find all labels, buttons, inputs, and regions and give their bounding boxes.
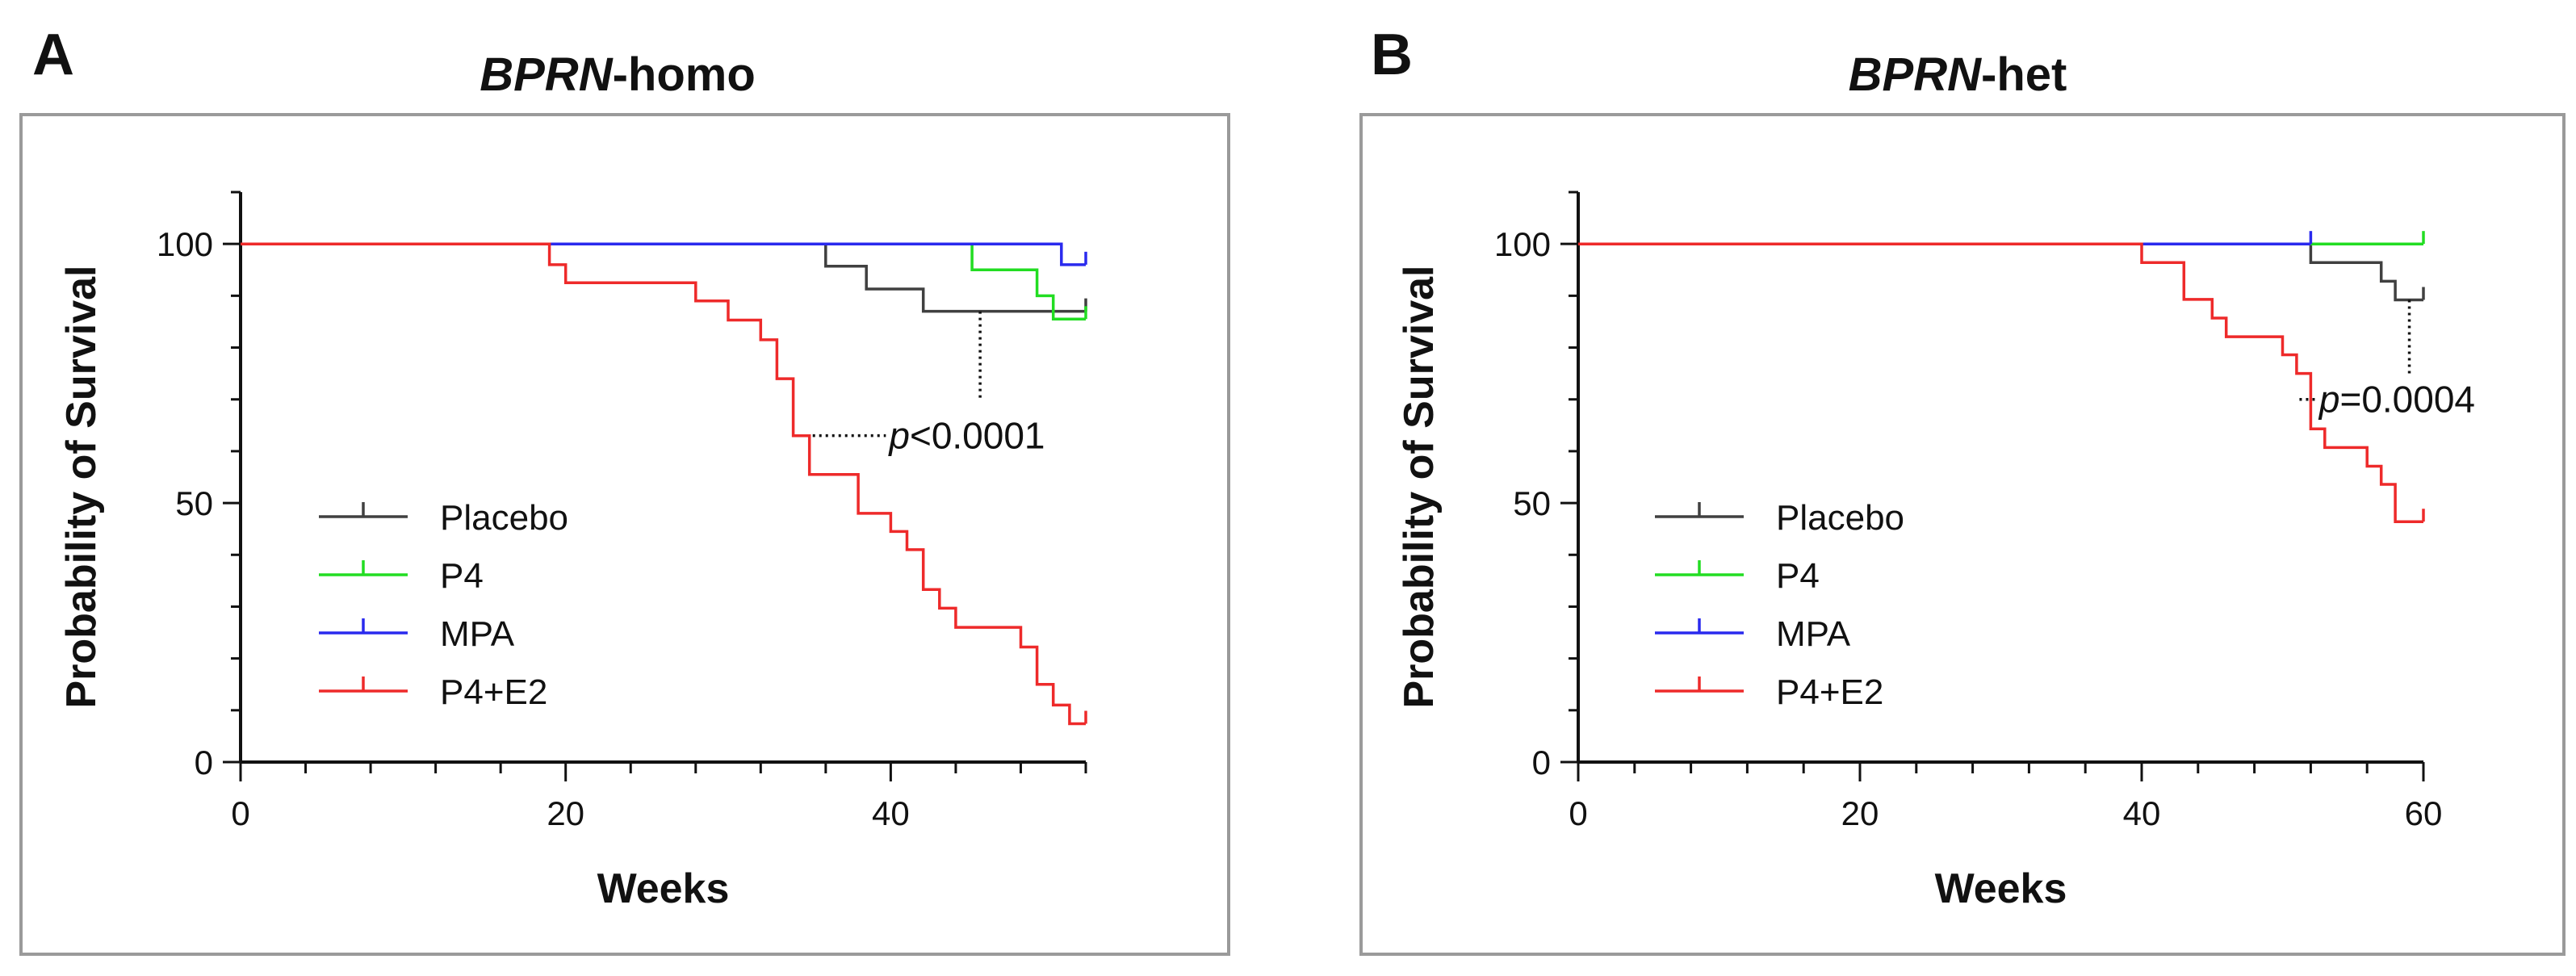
- panel-a-legend-label-mpa: MPA: [440, 614, 515, 654]
- panel-a-y-tick-label: 50: [175, 484, 213, 522]
- panel-b-plot-area: 0 20 40 60 0 50 100 Weeks Probability of Surviva…: [1396, 192, 2475, 912]
- panel-a-y-axis-title: Probability of Survival: [58, 265, 105, 708]
- panel-b-x-axis-title: Weeks: [1935, 865, 2067, 912]
- panel-a-legend-label-placebo: Placebo: [440, 498, 568, 538]
- panel-a-title-genotype: -homo: [613, 48, 756, 101]
- panel-b-legend-label-p4: P4: [1776, 556, 1820, 596]
- panel-a-y-tick-label: 100: [157, 225, 213, 263]
- panel-a-legend-label-p4: P4: [440, 556, 484, 596]
- panel-b-pvalue-label: p=0.0004: [2318, 379, 2475, 421]
- panel-b-x-tick-label: 40: [2123, 794, 2161, 832]
- panel-a-legend-label-p4-e2: P4+E2: [440, 672, 547, 712]
- panel-a-pvalue-label: p<0.0001: [887, 415, 1045, 457]
- panel-b-x-tick-label: 0: [1569, 794, 1587, 832]
- panel-b-legend-label-placebo: Placebo: [1776, 498, 1904, 538]
- figure: A BPRN-homo 0 20 40050100WeeksProbability …: [0, 0, 2576, 976]
- panel-a-plot-area: 0 20 40 0 50 100 Weeks Probability of Survival P…: [58, 192, 1086, 912]
- panel-b-title: BPRN-het: [1849, 48, 2067, 101]
- panel-a-x-tick-label: 40: [872, 794, 910, 832]
- panel-b-x-tick-label: 60: [2405, 794, 2443, 832]
- panel-b-legend-label-p4-e2: P4+E2: [1776, 672, 1883, 712]
- panel-a-curve-mpa: [241, 244, 1086, 265]
- panel-b-y-axis-title: Probability of Survival: [1396, 265, 1443, 708]
- panel-b-y-tick-label: 100: [1494, 225, 1551, 263]
- panel-a-x-tick-label: 0: [231, 794, 249, 832]
- panel-b-pvalue-symbol: p: [2318, 379, 2340, 421]
- panel-letter-b: B: [1371, 23, 1413, 87]
- panel-a-title: BPRN-homo: [480, 48, 756, 101]
- panel-a-curve-placebo: [241, 244, 1086, 311]
- panel-a-x-axis-title: Weeks: [597, 865, 730, 912]
- panel-b-legend-label-mpa: MPA: [1776, 614, 1851, 654]
- panel-b-curve-p4-e2: [1578, 244, 2423, 522]
- panel-a-y-tick-label: 0: [195, 744, 213, 781]
- panel-b-title-gene: BPRN: [1849, 48, 1982, 101]
- panel-b-y-tick-label: 50: [1513, 484, 1551, 522]
- panel-a: A BPRN-homo 0 20 40 0 50 100 Weeks Probability …: [21, 23, 1229, 954]
- panel-a-pvalue-value: <0.0001: [910, 415, 1045, 457]
- panel-b-curve-placebo: [1578, 244, 2423, 300]
- panel-a-title-gene: BPRN: [480, 48, 613, 101]
- panel-b-title-genotype: -het: [1981, 48, 2067, 101]
- panel-a-pvalue-symbol: p: [887, 415, 910, 457]
- panel-b: B BPRN-het 0 20 40 60 0 50 100 Weeks Probability…: [1361, 23, 2564, 954]
- panel-a-curve-p4-e2: [241, 244, 1086, 723]
- panel-letter-a: A: [32, 23, 74, 87]
- panel-b-pvalue-value: =0.0004: [2339, 379, 2475, 421]
- panel-b-y-tick-label: 0: [1532, 744, 1551, 781]
- panel-a-x-tick-label: 20: [547, 794, 584, 832]
- panel-b-x-tick-label: 20: [1841, 794, 1879, 832]
